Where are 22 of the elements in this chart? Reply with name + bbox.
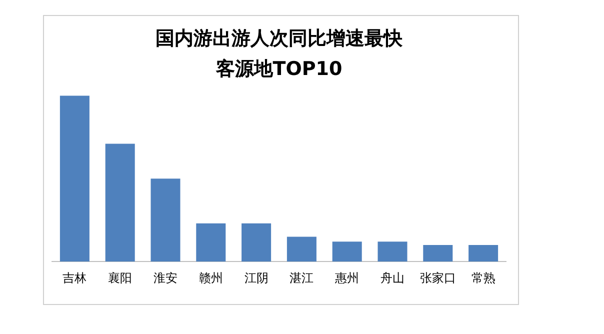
x-tick-label: 赣州 — [198, 270, 223, 285]
bar — [60, 96, 90, 262]
bar — [378, 242, 408, 262]
bar — [242, 223, 272, 262]
bar — [105, 144, 135, 262]
x-tick-label: 张家口 — [420, 270, 456, 285]
x-tick-label: 惠州 — [334, 270, 360, 285]
chart-subtitle: 客源地TOP10 — [214, 58, 342, 80]
bar — [196, 223, 226, 262]
x-tick-label: 湛江 — [290, 270, 314, 285]
x-tick-label: 淮安 — [154, 270, 178, 285]
x-tick-label: 常熟 — [471, 270, 496, 285]
x-tick-label: 舟山 — [380, 270, 404, 285]
bar — [286, 236, 316, 262]
x-tick-label: 襄阳 — [108, 270, 132, 285]
chart-title: 国内游出游人次同比增速最快 — [156, 27, 404, 50]
bar — [468, 245, 498, 262]
bar — [332, 242, 362, 262]
x-tick-label: 江阴 — [244, 270, 268, 285]
x-tick-label: 吉林 — [62, 270, 87, 285]
bar — [150, 178, 180, 262]
bar — [423, 245, 453, 262]
